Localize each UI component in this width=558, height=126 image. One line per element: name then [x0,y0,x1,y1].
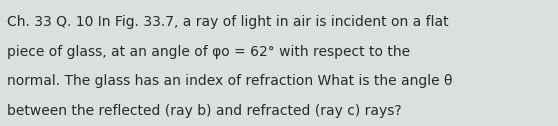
Text: between the reflected (ray b) and refracted (ray c) rays?: between the reflected (ray b) and refrac… [7,104,401,118]
Text: piece of glass, at an angle of φo = 62° with respect to the: piece of glass, at an angle of φo = 62° … [7,45,410,59]
Text: Ch. 33 Q. 10 In Fig. 33.7, a ray of light in air is incident on a flat: Ch. 33 Q. 10 In Fig. 33.7, a ray of ligh… [7,15,448,29]
Text: normal. The glass has an index of refraction What is the angle θ: normal. The glass has an index of refrac… [7,74,452,88]
